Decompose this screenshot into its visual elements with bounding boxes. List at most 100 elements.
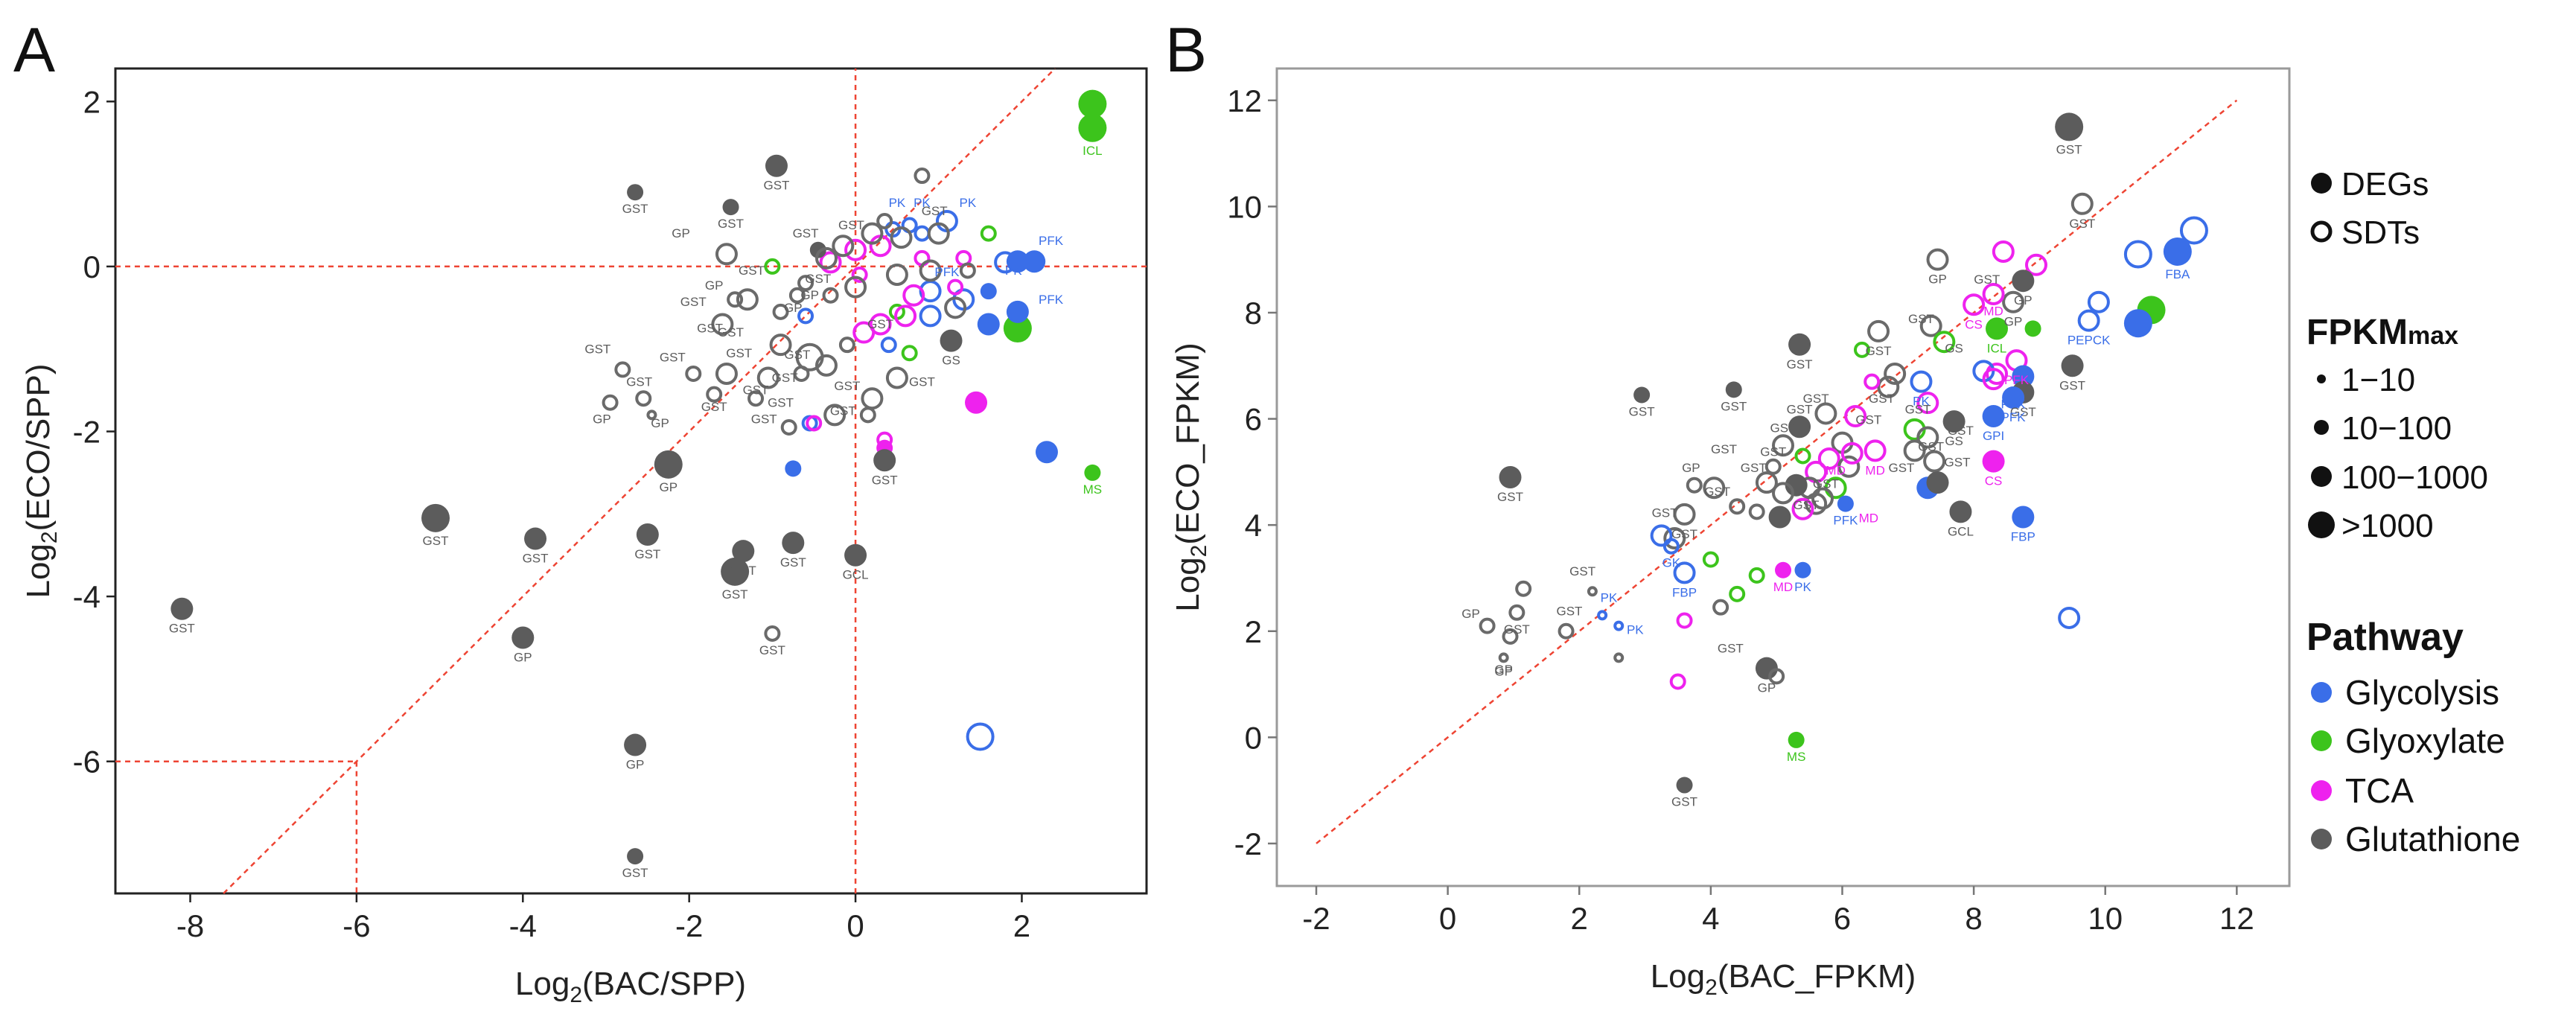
data-point-glutathione: [715, 362, 738, 385]
data-point-glutathione: [914, 168, 931, 185]
point-label: MD: [1865, 463, 1884, 477]
point-label: GST: [763, 179, 789, 193]
point-label: GST: [834, 379, 860, 393]
data-point-glutathione: [2002, 290, 2025, 313]
point-label: GST: [1813, 476, 1839, 491]
point-label: GST: [838, 218, 864, 232]
data-point-glutathione: [844, 543, 867, 567]
x-tick-label: -2: [1302, 901, 1330, 936]
data-point-glutathione: [1785, 474, 1808, 497]
panel-b-ticks: -2 0 2 4 6 8 10 12 -2 0 2 4 6 8 10 12: [1227, 83, 2254, 936]
point-label: GST: [1945, 456, 1971, 470]
point-label: GST: [768, 395, 794, 409]
point-label: GCL: [843, 568, 869, 582]
point-label: GST: [1948, 424, 1974, 438]
legend-size-label-3: 100−1000: [2341, 459, 2488, 496]
point-label: MD: [1826, 463, 1845, 477]
point-label: GST: [622, 202, 648, 216]
legend-fpkm-title-sub: max: [2408, 322, 2458, 350]
data-point-tca: [852, 321, 876, 344]
point-label: ICL: [1987, 341, 2006, 355]
data-point-glycolysis: [2087, 290, 2110, 313]
legend-pathway-label-glyoxylate: Glyoxylate: [2345, 721, 2505, 760]
data-point-glutathione: [1867, 319, 1890, 342]
data-point-glutathione: [1768, 668, 1785, 685]
ref-line-identity: [223, 68, 1056, 894]
panel-a-point-labels: ICLMSGSTGPGSTGSTGSTGPGSTGPGSTGSTGSTGSTGC…: [169, 144, 1103, 880]
legend-size-4: [2308, 511, 2335, 538]
point-label: GST: [743, 383, 769, 398]
data-point-glutathione: [1502, 628, 1519, 645]
data-point-glutathione: [1673, 503, 1696, 526]
data-point-glutathione: [876, 212, 893, 229]
point-label: GST: [1787, 357, 1813, 372]
data-point-glycolysis: [2077, 309, 2100, 332]
legend-marker-sdts: [2310, 220, 2333, 243]
legend-pathway-marker-glycolysis: [2311, 682, 2332, 703]
data-point-glutathione: [859, 407, 876, 424]
data-point-glutathione: [890, 226, 913, 249]
y-tick-label: 2: [1245, 614, 1262, 649]
point-label: GST: [1855, 413, 1881, 427]
point-label: GP: [659, 480, 678, 494]
legend-pathway-label-tca: TCA: [2345, 771, 2414, 810]
point-label: CS: [1965, 317, 1983, 331]
point-label: GP: [2014, 293, 2033, 307]
point-label: GPI: [1983, 429, 2004, 443]
data-point-tca: [1817, 447, 1840, 471]
point-label: GST: [1888, 461, 1914, 475]
legend-label-sdts: SDTs: [2341, 214, 2420, 251]
data-point-glutathione: [1613, 652, 1625, 663]
data-point-glutathione: [1772, 434, 1794, 457]
point-label: PK: [1627, 622, 1644, 637]
data-point-glutathione: [782, 532, 805, 555]
legend-size-label-2: 10−100: [2341, 410, 2452, 447]
data-point-glutathione: [1508, 604, 1525, 621]
data-point-tca: [851, 267, 868, 283]
x-tick-label: 6: [1834, 901, 1851, 936]
point-label: GST: [730, 564, 756, 578]
point-label: GST: [1787, 402, 1813, 416]
point-label: GST: [2069, 217, 2095, 231]
data-point-glutathione: [2055, 112, 2084, 141]
data-point-glutathione: [756, 366, 780, 389]
data-point-glutathione: [809, 241, 826, 258]
point-label: GST: [626, 375, 652, 389]
x-tick-label: 2: [1013, 908, 1030, 943]
panel-b-point-labels: GSTGSTFBAPEPCKGSTGPGPGPCSICLPFKGSTPFKGPI…: [1461, 142, 2190, 809]
data-point-tca: [1992, 240, 2015, 263]
point-label: GST: [1918, 439, 1944, 453]
point-label: GST: [1671, 527, 1697, 541]
point-label: MD: [1773, 580, 1793, 594]
data-point-glutathione: [736, 288, 759, 311]
legend-pathway-label-glycolysis: Glycolysis: [2345, 673, 2499, 712]
data-point-glutathione: [2070, 192, 2094, 215]
legend-marker-degs: [2311, 173, 2332, 194]
data-point-glutathione: [1676, 777, 1693, 794]
point-label: GS: [1945, 434, 1963, 448]
point-label: GST: [680, 295, 707, 309]
data-point-glutathione: [1923, 450, 1946, 473]
point-label: GST: [1629, 404, 1655, 418]
x-tick-label: 4: [1702, 901, 1719, 936]
data-point-glutathione: [747, 390, 765, 407]
data-point-glutathione: [940, 329, 963, 352]
data-point-tca: [894, 305, 917, 328]
point-label: GST: [1704, 485, 1730, 499]
data-point-tca: [947, 278, 964, 296]
data-point-glycolysis: [994, 251, 1017, 274]
data-point-tca: [876, 431, 893, 448]
data-point-glutathione: [822, 287, 839, 304]
x-tick-label: 2: [1571, 901, 1588, 936]
point-label: GST: [1741, 461, 1767, 475]
data-point-tca: [1916, 392, 1939, 415]
point-label: PFK: [1039, 234, 1064, 248]
point-label: GST: [1905, 402, 1931, 416]
point-label: FBP: [2011, 529, 2035, 543]
point-label: PFK: [934, 265, 960, 279]
point-label: PFK: [2004, 373, 2030, 387]
data-point-glutathione: [511, 626, 535, 649]
point-label: GST: [1497, 490, 1523, 504]
data-point-glycolysis: [1662, 538, 1680, 555]
point-label: FBP: [1672, 585, 1697, 599]
